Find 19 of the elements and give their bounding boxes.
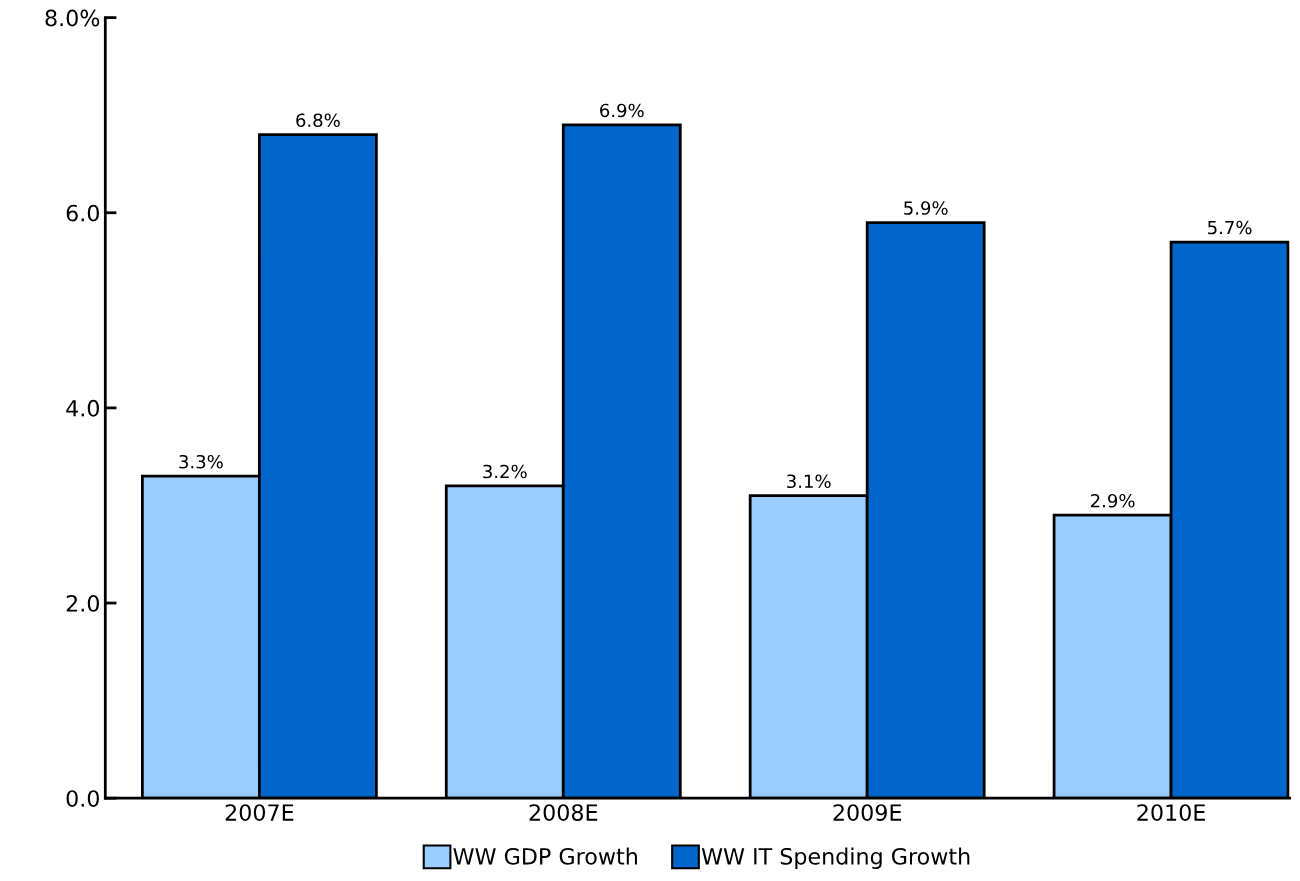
- y-tick-label: 2.0: [66, 594, 99, 612]
- data-label: 5.7%: [1208, 220, 1252, 235]
- x-tick-label: 2009E: [833, 804, 902, 821]
- y-tick-label: 8.0%: [45, 9, 100, 27]
- x-tick-label: 2010E: [1137, 804, 1205, 821]
- data-label: 2.9%: [1090, 493, 1135, 508]
- legend-label: WW GDP Growth: [453, 847, 637, 865]
- y-tick-label: 4.0: [66, 399, 99, 417]
- legend-label: WW IT Spending Growth: [701, 847, 970, 870]
- x-tick-label: 2008E: [529, 804, 598, 821]
- data-label: 6.9%: [600, 103, 644, 118]
- y-tick-label: 0.0: [66, 790, 99, 807]
- y-tick-label: 6.0: [66, 204, 99, 222]
- x-tick-label: 2007E: [225, 804, 294, 821]
- data-label: 3.1%: [787, 474, 831, 489]
- data-label: 3.2%: [483, 464, 527, 479]
- data-label: 5.9%: [904, 201, 948, 215]
- data-label: 6.8%: [296, 113, 340, 128]
- data-label: 3.3%: [179, 454, 223, 469]
